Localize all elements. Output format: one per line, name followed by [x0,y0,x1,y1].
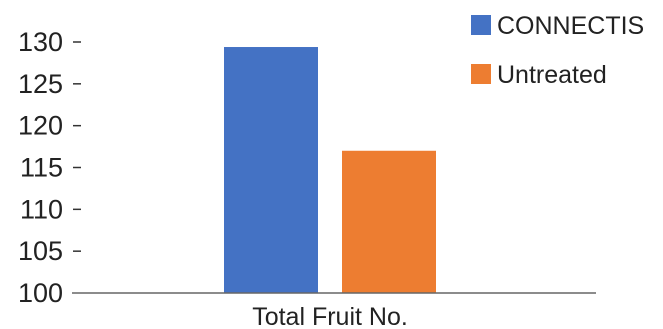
x-axis-labels: Total Fruit No. [252,303,408,329]
x-category-label: Total Fruit No. [252,303,408,329]
y-tick-label: 120 [18,111,63,141]
bar-connectis [224,47,318,293]
bars [224,47,436,293]
y-tick-label: 130 [18,27,63,57]
bar-untreated [342,150,436,293]
legend: CONNECTIS Untreated [471,12,644,89]
legend-swatch [471,64,491,84]
legend-label: CONNECTIS [497,12,644,40]
y-tick-label: 125 [18,69,63,99]
y-tick-label: 115 [20,153,63,183]
y-tick-label: 110 [20,194,63,224]
y-tick-label: 105 [18,236,63,266]
y-tick-label: 100 [18,278,63,308]
legend-label: Untreated [497,61,607,89]
legend-swatch [471,15,491,35]
y-axis-ticks: 100 105 110 115 120 125 130 [18,27,81,308]
